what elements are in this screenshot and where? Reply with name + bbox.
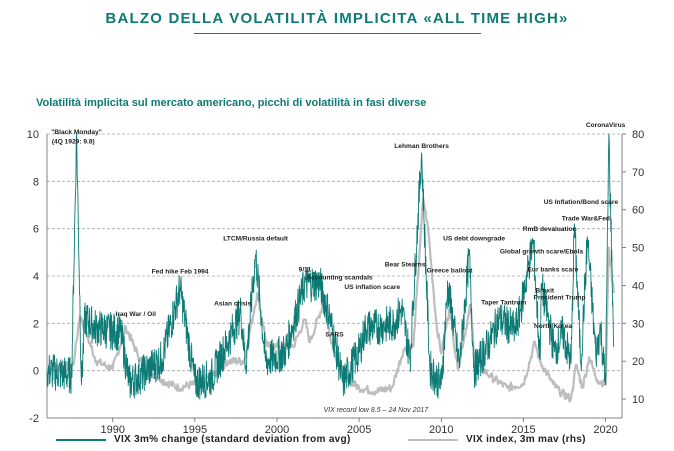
legend-item-vix: VIX index, 3m mav (rhs) bbox=[408, 434, 586, 445]
chart-note: VIX record low 8.5 – 24 Nov 2017 bbox=[323, 407, 429, 414]
annotation-label: US Inflation/Bond scare bbox=[544, 199, 619, 206]
y-right-tick-label: 50 bbox=[632, 243, 644, 255]
x-tick-label: 2005 bbox=[347, 424, 371, 436]
y-left-tick-label: 8 bbox=[33, 176, 39, 188]
annotation-label: Brexit bbox=[535, 288, 554, 295]
y-left-tick-label: 6 bbox=[33, 224, 39, 236]
title-underline bbox=[194, 33, 481, 34]
annotation-label: Fed hike Feb 1994 bbox=[152, 269, 209, 276]
y-left-tick-label: 4 bbox=[33, 271, 39, 283]
series-line-change bbox=[46, 133, 615, 400]
annotation-label: SARS bbox=[325, 331, 344, 338]
annotation-label: Trade War&Fed bbox=[562, 215, 610, 222]
legend-label-vix: VIX index, 3m mav (rhs) bbox=[466, 434, 586, 445]
x-tick-label: 1990 bbox=[100, 424, 124, 436]
x-tick-label: 2010 bbox=[429, 424, 453, 436]
page-title: BALZO DELLA VOLATILITÀ IMPLICITA «ALL TI… bbox=[105, 10, 569, 27]
annotation-label: (4Q 1929: 9.8) bbox=[52, 138, 95, 145]
annotation-label: 9/11 bbox=[299, 266, 312, 273]
y-right-tick-label: 40 bbox=[632, 280, 644, 292]
annotation-label: RmB devaluation bbox=[523, 226, 577, 233]
chart-subtitle: Volatilità implicita sul mercato america… bbox=[36, 97, 427, 109]
y-right-tick-label: 30 bbox=[632, 318, 644, 330]
annotation-label: President Trump bbox=[534, 295, 586, 302]
y-left-tick-label: 2 bbox=[33, 318, 39, 330]
y-right-tick-label: 70 bbox=[632, 167, 644, 179]
annotation-label: Lehman Brothers bbox=[394, 143, 449, 150]
legend-item-change: VIX 3m% change (standard deviation from … bbox=[56, 434, 351, 445]
y-left-tick-label: 0 bbox=[33, 366, 39, 378]
annotation-label: North Korea bbox=[534, 323, 572, 330]
y-right-tick-label: 20 bbox=[632, 356, 644, 368]
x-tick-label: 2020 bbox=[593, 424, 617, 436]
legend-swatch-change bbox=[56, 438, 106, 441]
annotation-label: Accounting scandals bbox=[306, 275, 373, 282]
annotation-label: US inflation scare bbox=[344, 284, 400, 291]
y-left-tick-label: -2 bbox=[29, 413, 39, 425]
y-left-tick-label: 10 bbox=[27, 129, 39, 141]
annotation-label: Eur banks scare bbox=[528, 266, 579, 273]
annotation-label: LTCM/Russia default bbox=[223, 236, 289, 243]
annotation-label: US debt downgrade bbox=[443, 236, 505, 243]
y-right-tick-label: 10 bbox=[632, 394, 644, 406]
annotation-label: Asian crisis bbox=[214, 301, 251, 308]
annotation-label: CoronaVirus bbox=[586, 122, 626, 129]
x-tick-label: 2015 bbox=[511, 424, 535, 436]
legend-swatch-vix bbox=[408, 438, 458, 441]
legend-label-change: VIX 3m% change (standard deviation from … bbox=[114, 434, 351, 445]
annotation-label: "Black Monday" bbox=[51, 129, 102, 136]
series-line-vix bbox=[46, 197, 615, 403]
annotation-label: Taper Tantrum bbox=[481, 299, 526, 306]
annotation-label: Global growth scare/Ebola bbox=[500, 249, 584, 256]
y-right-tick-label: 60 bbox=[632, 205, 644, 217]
x-tick-label: 1995 bbox=[183, 424, 207, 436]
annotation-label: Greece bailout bbox=[427, 267, 474, 274]
annotation-label: Iraq War / Oil bbox=[115, 311, 156, 318]
x-tick-label: 2000 bbox=[265, 424, 289, 436]
y-right-tick-label: 80 bbox=[632, 129, 644, 141]
annotation-label: Bear Stearns bbox=[385, 262, 426, 269]
